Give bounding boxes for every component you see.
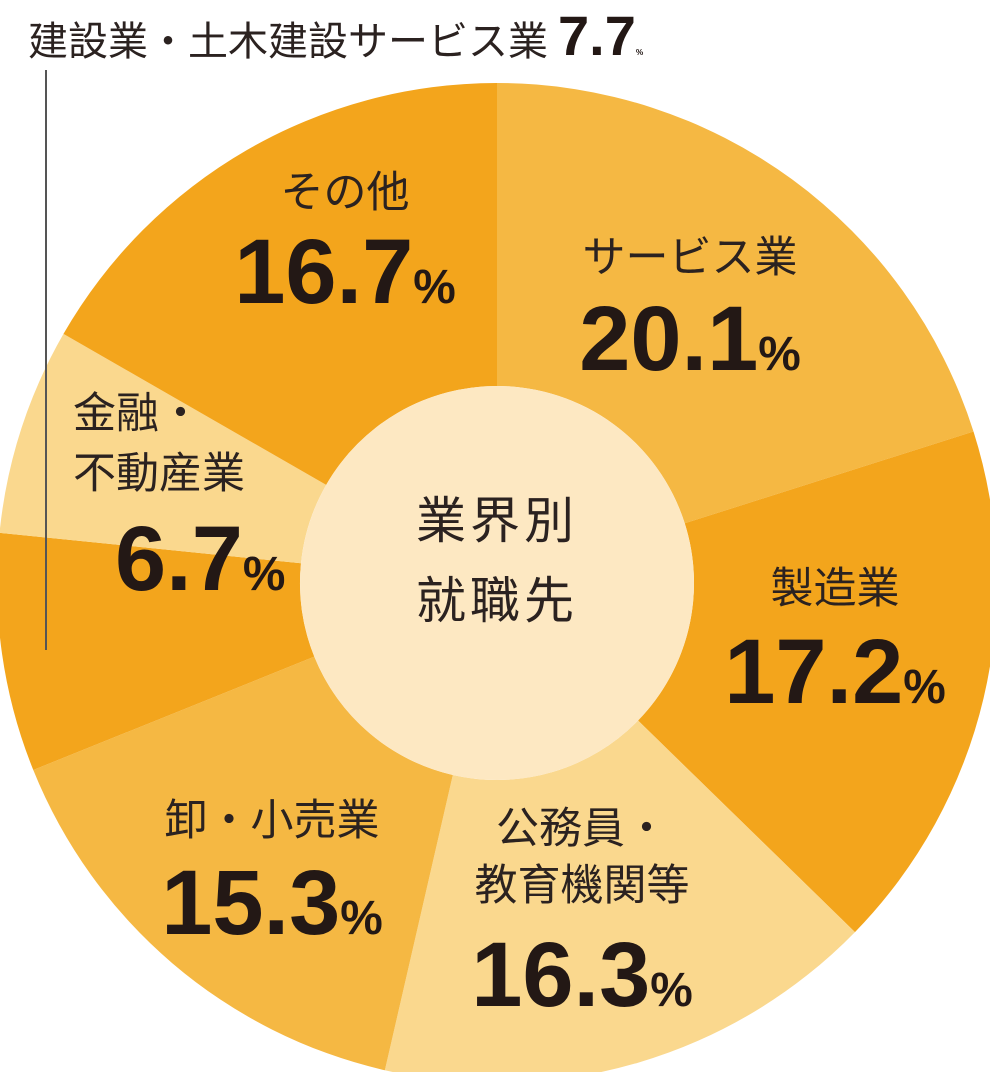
slices-group <box>0 83 990 1072</box>
center-label-line-1: 業界別 <box>416 492 578 550</box>
slice-0 <box>497 83 974 524</box>
slice-label-5-line-1: 不動産業 <box>73 449 245 499</box>
slice-value-3: 15.3% <box>161 852 383 954</box>
slice-label-0-line-0: サービス業 <box>583 233 798 283</box>
slice-value-2: 16.3% <box>471 924 693 1026</box>
slice-value-6: 16.7% <box>234 221 456 323</box>
slice-label-6-line-0: その他 <box>281 168 410 218</box>
center-circle <box>300 386 694 780</box>
slice-label-2-line-0: 公務員・ <box>496 804 668 854</box>
slice-3 <box>33 656 453 1071</box>
center-label-line-2: 就職先 <box>416 572 578 630</box>
slice-1 <box>638 431 990 933</box>
slice-value-5: 6.7% <box>115 508 285 610</box>
slice-label-2-line-1: 教育機関等 <box>475 861 690 911</box>
slice-label-1-line-0: 製造業 <box>771 564 900 614</box>
slice-label-3-line-0: 卸・小売業 <box>165 796 380 846</box>
slice-6 <box>63 83 497 485</box>
slice-value-1: 17.2% <box>724 621 946 723</box>
slice-2 <box>384 720 855 1072</box>
slice-4 <box>0 532 315 770</box>
slice-label-5-line-0: 金融・ <box>73 389 202 439</box>
center-label: 業界別 就職先 <box>416 492 578 630</box>
slice-label-4: 建設業・土木建設サービス業 7.7% <box>28 4 644 67</box>
slice-5 <box>0 333 327 564</box>
slice-value-0: 20.1% <box>579 288 801 390</box>
